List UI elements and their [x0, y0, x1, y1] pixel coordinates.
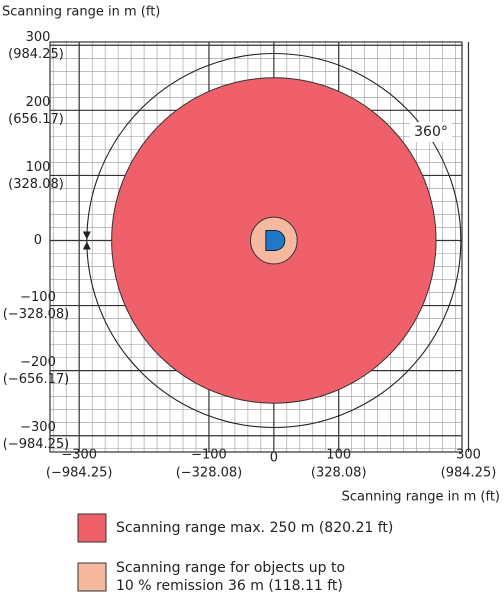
- y-tick-label: 0: [34, 233, 42, 248]
- x-tick-label: 100: [326, 448, 351, 463]
- x-tick-label: −300: [61, 448, 97, 463]
- legend-swatch: [77, 513, 107, 543]
- y-tick-label: −200: [20, 355, 56, 370]
- y-tick-label-ft: (−656.17): [3, 372, 70, 387]
- y-tick-label-ft: (−984.25): [3, 437, 70, 452]
- x-tick-label-ft: (−984.25): [46, 466, 113, 481]
- y-tick-label: −100: [20, 290, 56, 305]
- x-tick-label: 0: [270, 451, 278, 466]
- legend-label: Scanning range for objects up to: [116, 560, 345, 576]
- arrow: [82, 231, 91, 250]
- y-tick-label-ft: (984.25): [8, 47, 64, 62]
- y-tick-label-ft: (328.08): [8, 177, 64, 192]
- legend-label: Scanning range max. 250 m (820.21 ft): [116, 520, 393, 536]
- x-tick-label-ft: (328.08): [311, 466, 367, 481]
- scanner: [265, 229, 286, 251]
- x-tick-label: −100: [191, 448, 227, 463]
- sweep-circle: [86, 52, 462, 429]
- y-axis-label: Scanning range in m (ft): [2, 5, 160, 20]
- annotation: 360°: [414, 124, 448, 140]
- x-tick-label-ft: (−328.08): [176, 466, 243, 481]
- x-tick-label: 300: [456, 448, 481, 463]
- y-tick-label: −300: [20, 420, 56, 435]
- x-axis-label: Scanning range in m (ft): [342, 490, 500, 505]
- legend-label: 10 % remission 36 m (118.11 ft): [116, 578, 343, 594]
- plot-frame: [49, 41, 463, 453]
- legend-swatch: [77, 562, 107, 592]
- y-tick-label: 200: [26, 95, 51, 110]
- y-tick-label: 100: [26, 160, 51, 175]
- annotation-bg: [410, 122, 452, 142]
- y-tick-label-ft: (656.17): [8, 112, 64, 127]
- y-tick-label: 300: [26, 30, 51, 45]
- y-tick-label-ft: (−328.08): [3, 307, 70, 322]
- x-tick-label-ft: (984.25): [441, 466, 497, 481]
